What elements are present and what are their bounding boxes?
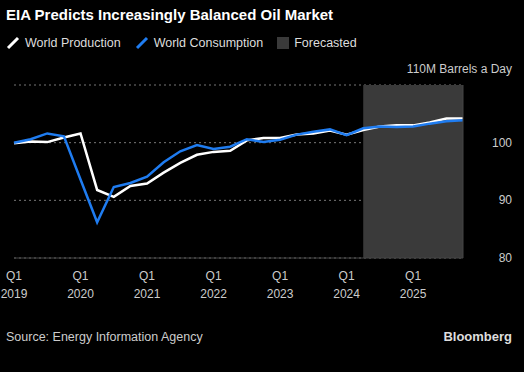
svg-text:Q12025: Q12025 [400, 269, 427, 301]
html-text:Source: Energy Information Age: Source: Energy Information Agency [6, 330, 203, 344]
svg-text:Q12024: Q12024 [333, 269, 360, 301]
svg-text:110M Barrels a Day: 110M Barrels a Day [407, 62, 512, 76]
svg-text:Q12021: Q12021 [134, 269, 161, 301]
svg-text:90: 90 [499, 193, 513, 207]
html-text:Bloomberg: Bloomberg [443, 329, 512, 344]
svg-text:100: 100 [492, 136, 512, 150]
svg-text:Q12023: Q12023 [267, 269, 294, 301]
html-text:World Consumption: World Consumption [153, 36, 264, 50]
html-text:Forecasted: Forecasted [294, 36, 357, 50]
html-text:EIA Predicts Increasingly Bala: EIA Predicts Increasingly Balanced Oil M… [6, 6, 334, 23]
svg-text:Q12019: Q12019 [8, 269, 28, 301]
svg-text:80: 80 [499, 251, 513, 265]
svg-text:Q12022: Q12022 [200, 269, 227, 301]
svg-text:Q12020: Q12020 [67, 269, 94, 301]
html-text:World Production: World Production [25, 36, 121, 50]
